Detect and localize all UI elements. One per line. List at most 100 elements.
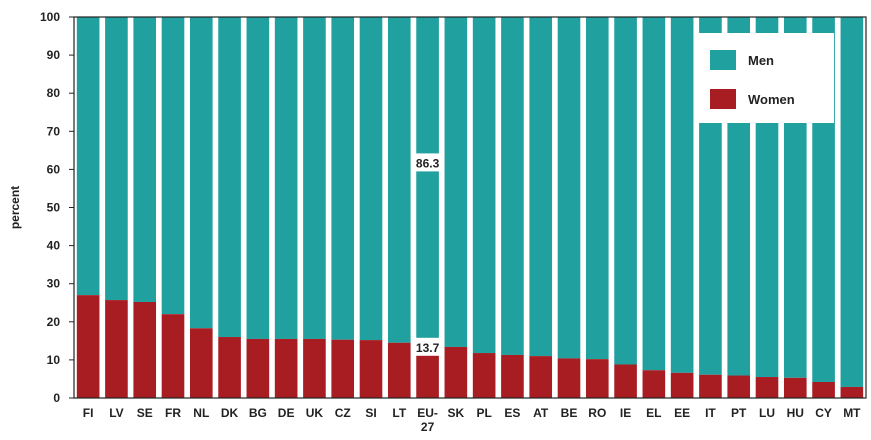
x-tick-label-line: 27 — [421, 420, 435, 434]
bar-women-fi — [76, 295, 100, 398]
bar-women-lu — [755, 377, 779, 398]
bar-women-mt — [840, 386, 864, 398]
y-tick-label-10: 10 — [47, 353, 61, 367]
bar-women-lt — [387, 342, 411, 398]
bar-women-el — [642, 370, 666, 398]
bar-men-ee — [670, 17, 694, 373]
bar-women-be — [557, 358, 581, 398]
x-axis-categories: FI LV SE FR NL DK BG DE UK CZ SI LT EU-27 SK PL ES AT BE R… — [83, 406, 861, 434]
y-tick-label-60: 60 — [47, 162, 61, 176]
y-tick-label-30: 30 — [47, 277, 61, 291]
plot-border — [73, 16, 867, 399]
bar-men-uk — [303, 17, 326, 339]
bar-women-pt — [727, 375, 751, 398]
bar-women-es — [501, 354, 524, 398]
data-label-women-eu-27: 13.7 — [416, 341, 440, 355]
x-tick-label-se: SE — [137, 406, 153, 420]
bar-women-fr — [161, 314, 185, 398]
bar-women-eu-27 — [416, 345, 439, 398]
bar-women-cy — [812, 381, 835, 398]
x-tick-label-de: DE — [278, 406, 295, 420]
y-axis-label: percent — [8, 186, 22, 229]
x-tick-label-lt: LT — [392, 406, 406, 420]
data-label-box-men — [412, 153, 443, 172]
bar-women-ie — [614, 364, 637, 398]
bar-men-es — [501, 17, 524, 355]
x-tick-label-hu: HU — [787, 406, 804, 420]
bar-men-cz — [331, 17, 355, 340]
bar-men-lv — [105, 17, 128, 301]
y-axis-ticks: 0 10 20 30 40 50 60 70 80 90 100 — [40, 10, 74, 405]
bar-men-be — [557, 17, 581, 359]
x-tick-label-cy: CY — [815, 406, 832, 420]
y-tick-label-90: 90 — [47, 48, 61, 62]
bar-men-pl — [472, 17, 496, 354]
x-tick-label-it: IT — [705, 406, 716, 420]
bar-women-uk — [303, 338, 326, 398]
bar-women-ee — [670, 372, 694, 398]
x-tick-label-lu: LU — [759, 406, 775, 420]
bar-men-nl — [189, 17, 213, 329]
x-tick-label-fr: FR — [165, 406, 181, 420]
bar-men-lt — [387, 17, 411, 343]
bar-men-at — [529, 17, 553, 357]
y-axis-label-group: percent — [8, 186, 22, 229]
x-tick-label-pt: PT — [731, 406, 747, 420]
legend-swatch-men — [710, 50, 736, 70]
legend-swatch-women — [710, 89, 736, 109]
y-tick-label-70: 70 — [47, 124, 61, 138]
x-tick-label-uk: UK — [306, 406, 324, 420]
bar-women-bg — [246, 338, 270, 398]
bar-men-fi — [76, 17, 100, 296]
x-tick-label-mt: MT — [843, 406, 861, 420]
x-tick-label-bg: BG — [249, 406, 267, 420]
legend: Men Women — [694, 33, 834, 123]
bar-women-sk — [444, 346, 468, 398]
y-tick-label-20: 20 — [47, 315, 61, 329]
y-tick-label-40: 40 — [47, 239, 61, 253]
x-tick-label-es: ES — [504, 406, 520, 420]
x-tick-label-sk: SK — [448, 406, 465, 420]
x-tick-label-lv: LV — [109, 406, 123, 420]
bar-men-sk — [444, 17, 468, 347]
x-tick-label-el: EL — [646, 406, 661, 420]
bar-men-mt — [840, 17, 864, 387]
bar-women-ro — [585, 359, 609, 398]
bar-men-se — [133, 17, 157, 302]
bar-women-hu — [783, 377, 807, 398]
x-tick-label-ie: IE — [620, 406, 631, 420]
legend-label-women: Women — [748, 92, 795, 107]
bar-men-el — [642, 17, 666, 371]
y-tick-label-80: 80 — [47, 86, 61, 100]
x-tick-label-pl: PL — [476, 406, 491, 420]
y-tick-label-0: 0 — [53, 391, 60, 405]
bar-men-eu-27 — [416, 17, 439, 346]
x-tick-label-si: SI — [365, 406, 376, 420]
bar-women-de — [274, 338, 298, 398]
x-tick-label-line: EU- — [417, 406, 438, 420]
legend-box — [694, 33, 834, 123]
x-tick-label-at: AT — [533, 406, 549, 420]
y-tick-label-50: 50 — [47, 201, 61, 215]
bar-women-se — [133, 301, 157, 398]
bar-women-lv — [105, 300, 128, 398]
legend-label-men: Men — [748, 53, 774, 68]
bar-men-bg — [246, 17, 270, 339]
data-label-men-eu-27: 86.3 — [416, 156, 440, 170]
bar-men-si — [359, 17, 383, 341]
bar-men-fr — [161, 17, 185, 315]
data-label-box-women — [412, 337, 443, 356]
bar-women-nl — [189, 328, 213, 398]
bar-women-at — [529, 356, 553, 398]
bar-men-dk — [218, 17, 241, 338]
x-tick-label-ee: EE — [674, 406, 690, 420]
x-tick-label-cz: CZ — [335, 406, 351, 420]
x-tick-label-nl: NL — [193, 406, 209, 420]
x-tick-label-be: BE — [561, 406, 578, 420]
x-tick-label-dk: DK — [221, 406, 239, 420]
bar-women-dk — [218, 337, 241, 398]
x-tick-label-eu-27: EU-27 — [417, 406, 438, 434]
bar-women-si — [359, 340, 383, 398]
